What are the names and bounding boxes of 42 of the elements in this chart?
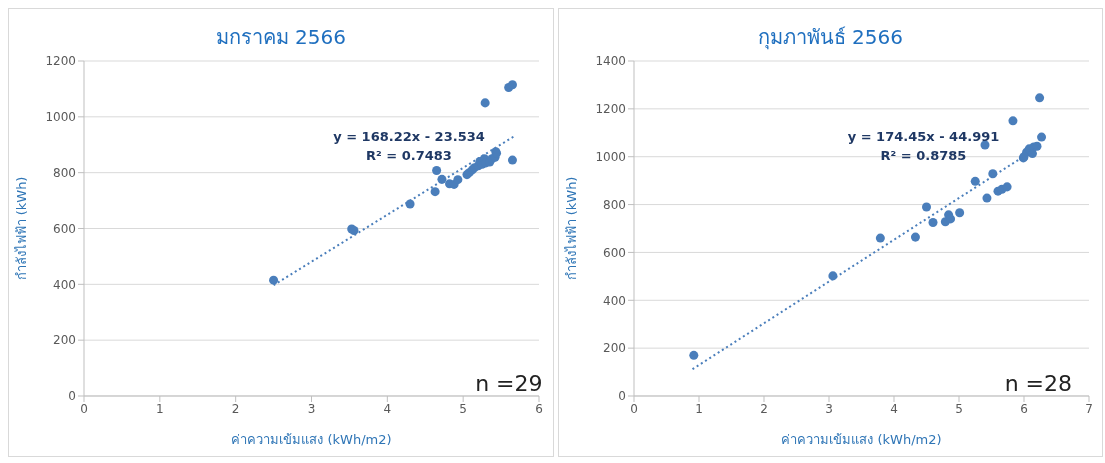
chart-title: กุมภาพันธ์ 2566: [756, 24, 904, 51]
y-tick-label: 200: [602, 341, 626, 356]
x-tick-label: 1: [694, 401, 703, 416]
x-tick-label: 4: [889, 401, 898, 416]
x-tick-label: 0: [629, 401, 638, 416]
x-tick-label: 5: [954, 401, 963, 416]
y-tick-label: 800: [602, 197, 626, 212]
annotation: y = 174.45x - 44.991: [846, 129, 1001, 144]
x-tick-label: 7: [1084, 401, 1093, 416]
y-tick-label: 400: [602, 293, 626, 308]
x-tick-label: 2: [759, 401, 768, 416]
x-tick-label: 3: [824, 401, 833, 416]
annotation: n =28: [1004, 371, 1072, 396]
chart-title: มกราคม 2566: [214, 24, 347, 51]
y-tick-label: 1200: [594, 102, 626, 117]
x-tick-label: 3: [307, 401, 316, 416]
annotation: n =29: [475, 371, 543, 396]
y-tick-label: 400: [53, 277, 76, 292]
x-tick-label: 5: [459, 401, 467, 416]
y-tick-label: 1400: [594, 54, 626, 69]
x-axis-title: ค่าความเข้มแสง (kWh/m2): [780, 432, 942, 447]
annotation: R² = 0.8785: [879, 148, 968, 163]
y-axis-title: กำลังไฟฟ้า (kWh): [13, 176, 29, 281]
y-axis-title: กำลังไฟฟ้า (kWh): [563, 176, 579, 281]
y-tick-label: 0: [617, 389, 626, 404]
x-axis-title: ค่าความเข้มแสง (kWh/m2): [231, 432, 392, 447]
x-tick-label: 1: [156, 401, 164, 416]
y-tick-label: 800: [53, 165, 76, 180]
y-tick-label: 600: [53, 221, 76, 236]
y-tick-label: 1000: [45, 110, 76, 125]
y-tick-label: 1200: [45, 54, 76, 69]
annotation: R² = 0.7483: [365, 148, 453, 163]
x-tick-label: 2: [231, 401, 240, 416]
annotation: y = 168.22x - 23.534: [332, 129, 486, 144]
x-tick-label: 0: [80, 401, 88, 416]
y-tick-label: 200: [53, 333, 76, 348]
x-tick-label: 4: [383, 401, 392, 416]
x-tick-label: 6: [535, 401, 543, 416]
y-tick-label: 1000: [594, 149, 626, 164]
y-tick-label: 0: [68, 389, 76, 404]
x-tick-label: 6: [1019, 401, 1028, 416]
y-tick-label: 600: [602, 245, 626, 260]
